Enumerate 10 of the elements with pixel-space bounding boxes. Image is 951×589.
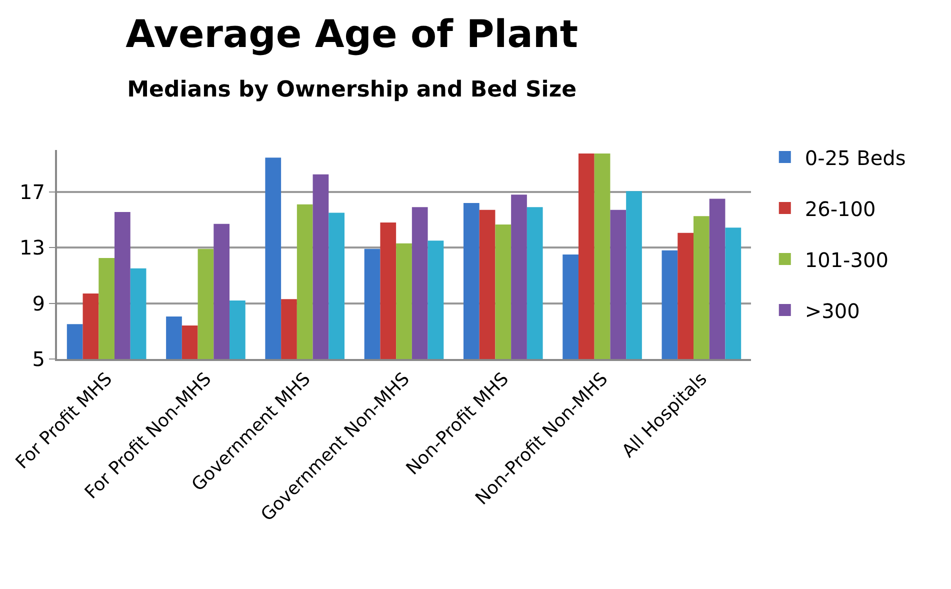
chart-subtitle: Medians by Ownership and Bed Size xyxy=(127,78,577,103)
y-tick-label: 5 xyxy=(32,347,45,371)
y-tick-label: 9 xyxy=(32,291,45,316)
chart-title: Average Age of Plant xyxy=(126,12,578,56)
y-tick-label: 17 xyxy=(20,180,45,204)
legend-label: 0-25 Beds xyxy=(804,146,906,170)
y-tick-label: 13 xyxy=(20,236,45,260)
legend-label: 26-100 xyxy=(804,196,876,221)
legend-label: 101-300 xyxy=(804,248,888,272)
legend-label: >300 xyxy=(804,298,860,323)
